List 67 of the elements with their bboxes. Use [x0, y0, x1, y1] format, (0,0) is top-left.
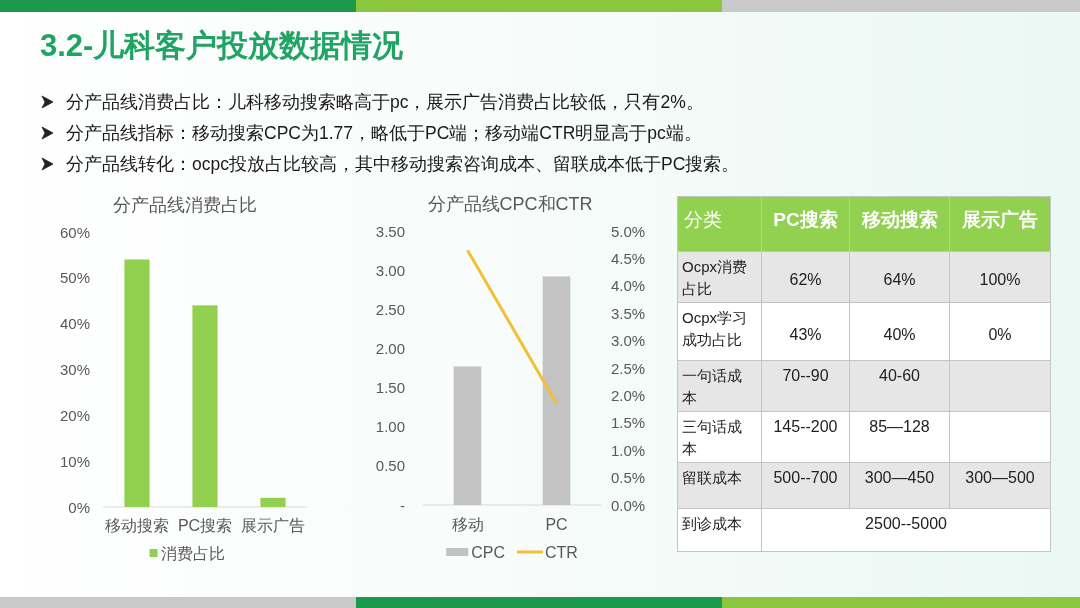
text: 85—128 [869, 418, 930, 435]
category-label: Ocpx消费占比 [682, 258, 748, 297]
category-label: 一句话成本 [682, 367, 742, 406]
y-tick-label: 20% [59, 406, 90, 424]
y2-tick-label: 2.5% [611, 359, 646, 377]
text: 3.2-儿科客户投放数据情况 [40, 27, 405, 63]
text: 70--90 [782, 367, 829, 384]
category-label: 三句话成本 [682, 418, 742, 457]
y2-tick-label: 0.5% [611, 469, 646, 487]
x-tick-label: PC搜索 [177, 516, 233, 534]
y2-tick-label: 5.0% [611, 222, 646, 240]
x-tick-label: 移动 [451, 515, 484, 533]
text: 分产品线转化：ocpc投放占比较高，其中移动搜索咨询成本、留联成本低于PC搜索。 [66, 154, 740, 174]
category-label: PC搜索 [761, 196, 850, 252]
text: 300—450 [864, 469, 935, 486]
text: 100% [979, 271, 1021, 288]
text: 分产品线消费占比：儿科移动搜索略高于pc，展示广告消费占比较低，只有2%。 [66, 92, 704, 112]
y-tick-label: 1.00 [375, 418, 405, 436]
category-label: Ocpx学习成功占比 [682, 309, 748, 348]
y2-tick-label: 2.0% [611, 386, 646, 404]
text: 62% [789, 271, 822, 288]
y-tick-label: 3.50 [375, 222, 405, 240]
y2-tick-label: 4.0% [611, 277, 646, 295]
y-tick-label: 3.00 [375, 261, 405, 279]
y-tick-label: 60% [59, 223, 90, 241]
text: 0% [988, 325, 1012, 343]
text: 40% [883, 325, 916, 343]
y2-tick-label: 1.5% [611, 414, 646, 432]
text: 43% [789, 325, 822, 343]
bar [260, 497, 286, 507]
legend-label: CTR [544, 543, 578, 561]
text: 145--200 [773, 418, 838, 435]
text: 分产品线指标：移动搜索CPC为1.77，略低于PC端；移动端CTR明显高于pc端。 [66, 123, 702, 143]
legend-label: 消费占比 [160, 544, 225, 562]
y2-tick-label: 1.0% [611, 441, 646, 459]
category-label: 留联成本 [682, 469, 742, 486]
y-tick-label: 1.50 [375, 379, 405, 397]
x-tick-label: PC [545, 515, 568, 533]
y-tick-label: 10% [59, 452, 90, 470]
y2-tick-label: 4.5% [611, 249, 646, 267]
y-tick-label: 0.50 [375, 457, 405, 475]
y2-tick-label: 0.0% [611, 496, 646, 514]
category-label: 分类 [677, 196, 762, 252]
bar [192, 305, 218, 507]
y-tick-label: 30% [59, 361, 90, 378]
text: 40-60 [879, 367, 920, 384]
legend-label: CPC [471, 543, 505, 561]
y-tick-label: 2.50 [375, 300, 405, 318]
bar [124, 259, 150, 507]
text: 300—500 [965, 469, 1035, 486]
chart-title: 分产品线消费占比 [113, 195, 257, 215]
text: 500--700 [773, 469, 838, 486]
y2-tick-label: 3.0% [611, 332, 646, 350]
category-label: 到诊成本 [682, 515, 742, 532]
category-label: 移动搜索 [849, 196, 950, 252]
y2-tick-label: 3.5% [611, 304, 646, 322]
y-tick-label: 0% [68, 498, 90, 516]
y-tick-label: - [400, 496, 405, 514]
text: 64% [883, 271, 916, 288]
y-tick-label: 40% [59, 315, 90, 333]
text: 2500--5000 [865, 515, 947, 532]
x-tick-label: 展示广告 [241, 516, 305, 534]
category-label: 展示广告 [949, 196, 1051, 252]
y-tick-label: 50% [59, 269, 90, 287]
y-tick-label: 2.00 [375, 339, 405, 357]
chart-title: 分产品线CPC和CTR [427, 194, 593, 214]
x-tick-label: 移动搜索 [105, 516, 169, 534]
